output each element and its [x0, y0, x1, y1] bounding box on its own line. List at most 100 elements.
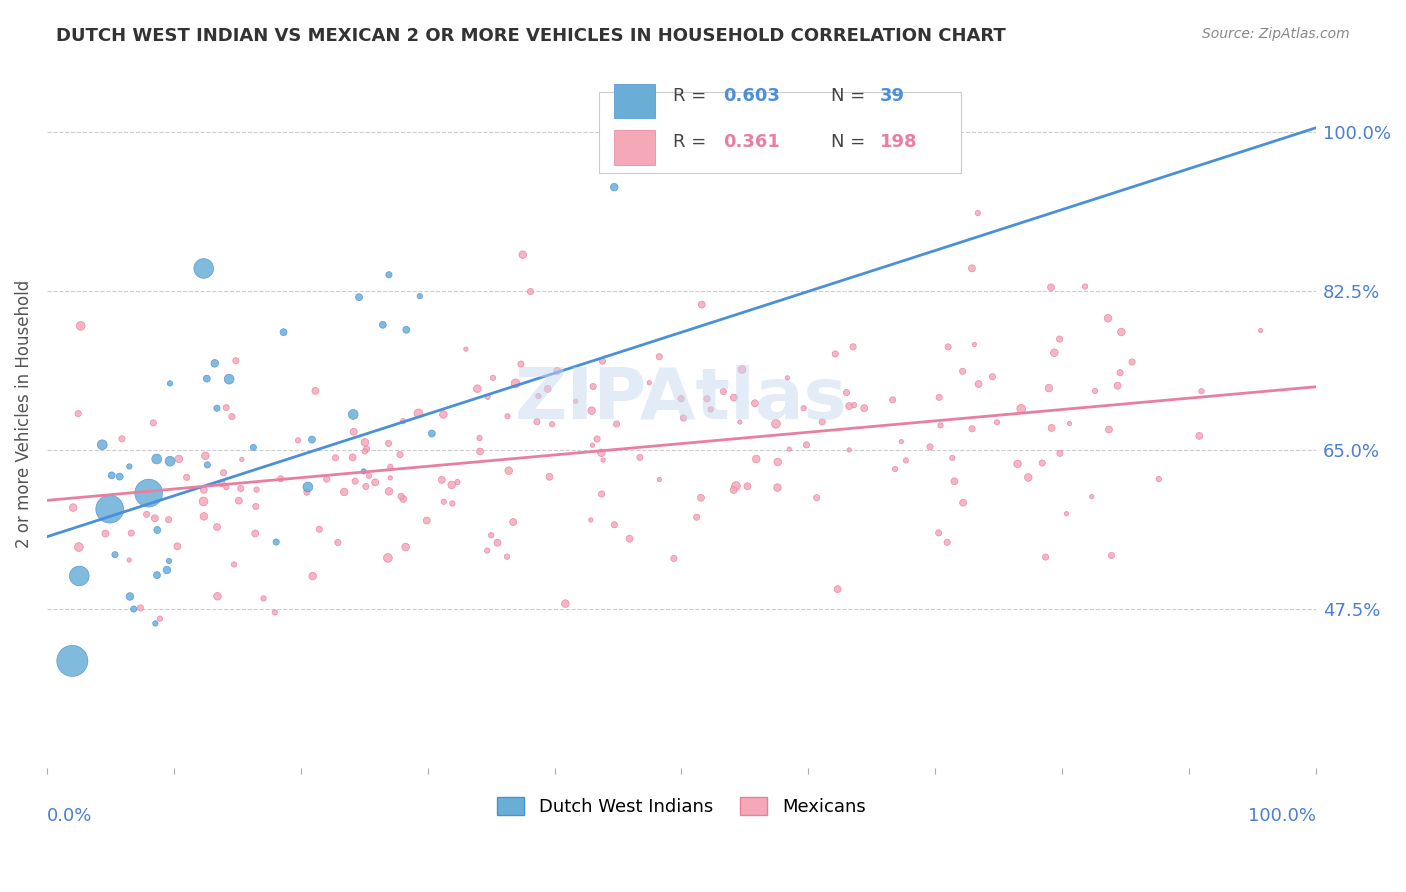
- Point: [347, 290, 370, 304]
- Point: [1101, 549, 1123, 563]
- Point: [498, 464, 520, 478]
- Point: [796, 438, 818, 452]
- Point: [966, 206, 988, 220]
- Point: [156, 563, 179, 577]
- Point: [960, 422, 983, 436]
- Point: [409, 289, 432, 303]
- Point: [195, 458, 218, 472]
- Point: [936, 340, 959, 354]
- Point: [211, 476, 233, 491]
- Point: [67, 407, 90, 421]
- Point: [242, 441, 264, 455]
- Point: [811, 415, 834, 429]
- Point: [546, 364, 568, 378]
- Point: [167, 452, 190, 467]
- Point: [100, 468, 122, 483]
- Point: [967, 377, 990, 392]
- Point: [204, 356, 226, 370]
- Point: [713, 384, 735, 399]
- Point: [744, 396, 766, 410]
- Point: [356, 442, 378, 456]
- Point: [512, 248, 534, 262]
- Point: [1040, 421, 1063, 435]
- Point: [287, 434, 309, 448]
- Point: [929, 418, 952, 433]
- Point: [389, 489, 412, 503]
- Point: [986, 415, 1008, 429]
- Point: [441, 496, 464, 510]
- Point: [273, 325, 295, 339]
- Point: [766, 481, 789, 495]
- Point: [245, 526, 267, 541]
- Text: 100.0%: 100.0%: [1249, 806, 1316, 825]
- Legend: Dutch West Indians, Mexicans: Dutch West Indians, Mexicans: [491, 789, 873, 823]
- Point: [207, 589, 229, 603]
- Point: [354, 435, 377, 450]
- Point: [1043, 345, 1066, 359]
- Point: [1107, 378, 1129, 392]
- Point: [1097, 311, 1119, 326]
- Point: [591, 446, 613, 460]
- Point: [737, 479, 759, 493]
- Point: [371, 318, 394, 332]
- Point: [496, 409, 519, 424]
- Point: [723, 391, 745, 405]
- Point: [118, 459, 141, 474]
- Point: [357, 468, 380, 483]
- Point: [943, 475, 966, 489]
- Point: [963, 337, 986, 351]
- Point: [1188, 429, 1211, 443]
- Point: [315, 472, 337, 486]
- Point: [157, 554, 180, 568]
- Text: R =: R =: [672, 133, 711, 151]
- Point: [304, 384, 326, 398]
- Point: [408, 406, 430, 420]
- Point: [1040, 280, 1063, 294]
- Point: [62, 500, 84, 515]
- Point: [835, 385, 858, 400]
- Point: [1049, 446, 1071, 460]
- Point: [686, 510, 709, 524]
- Point: [308, 522, 330, 536]
- Point: [104, 548, 127, 562]
- Point: [138, 486, 160, 500]
- Point: [222, 558, 245, 572]
- Point: [1147, 472, 1170, 486]
- Point: [1111, 325, 1133, 339]
- Point: [482, 371, 505, 385]
- Point: [793, 401, 815, 416]
- Point: [215, 480, 238, 494]
- Point: [325, 450, 347, 465]
- Point: [960, 261, 983, 276]
- Point: [672, 411, 695, 425]
- Point: [146, 568, 169, 582]
- Point: [118, 553, 141, 567]
- Point: [468, 444, 491, 458]
- Point: [1017, 470, 1039, 484]
- Point: [416, 514, 439, 528]
- Point: [142, 416, 165, 430]
- Point: [440, 478, 463, 492]
- Point: [882, 392, 904, 407]
- Point: [527, 389, 550, 403]
- Point: [432, 408, 454, 422]
- Point: [1031, 456, 1053, 470]
- Text: 0.603: 0.603: [723, 87, 780, 104]
- Point: [94, 526, 117, 541]
- Point: [1035, 550, 1057, 565]
- Point: [662, 551, 685, 566]
- Point: [394, 540, 416, 554]
- Point: [205, 520, 228, 534]
- Point: [838, 442, 860, 457]
- Point: [838, 399, 860, 413]
- Point: [129, 601, 152, 615]
- Point: [776, 371, 799, 385]
- Point: [890, 434, 912, 449]
- Point: [353, 464, 375, 478]
- Point: [564, 394, 586, 409]
- Text: N =: N =: [831, 133, 872, 151]
- Point: [120, 526, 142, 541]
- Point: [221, 409, 243, 424]
- Point: [766, 455, 789, 469]
- Point: [228, 493, 250, 508]
